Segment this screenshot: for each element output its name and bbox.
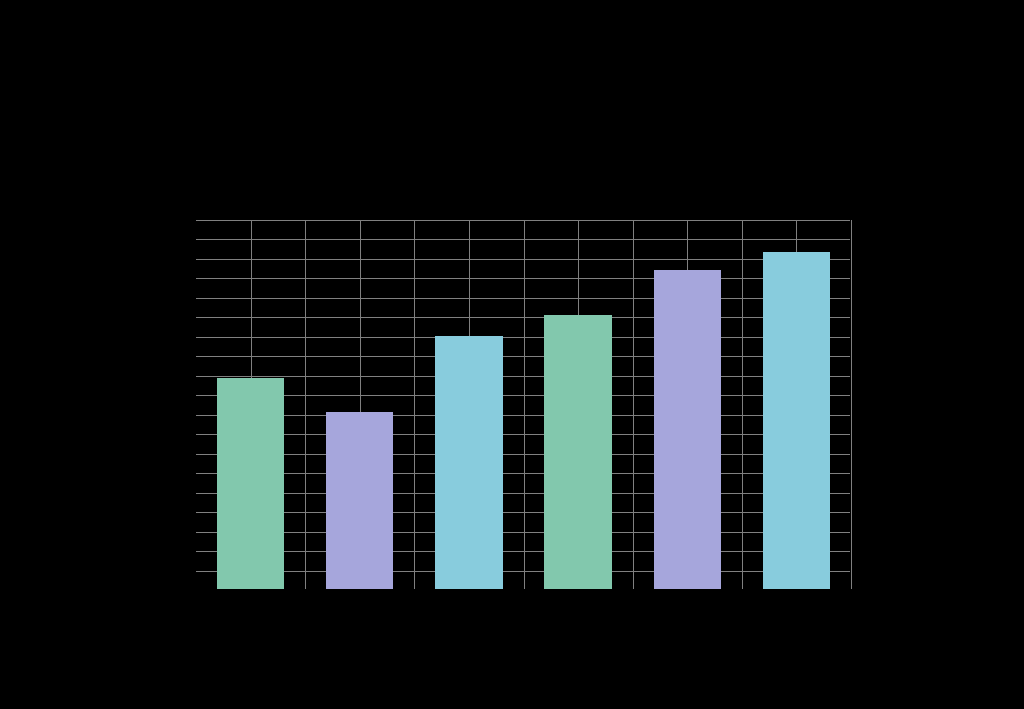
y-tick-label: 250 <box>168 387 196 401</box>
y-tick-label: 450 <box>168 231 196 245</box>
x-tick-label: Japan <box>453 589 486 613</box>
x-axis-label: Country <box>195 640 850 656</box>
bar <box>544 315 611 589</box>
bar <box>326 412 393 589</box>
bar <box>763 252 830 589</box>
bar <box>217 378 284 589</box>
y-tick-label: 0 <box>181 582 196 596</box>
x-tick-label: Netherlands <box>655 589 720 613</box>
y-tick-label: 400 <box>168 270 196 284</box>
grid-line-vertical <box>414 220 415 589</box>
x-tick-mark <box>851 589 852 595</box>
grid-line-vertical <box>851 220 852 589</box>
y-tick-label: 350 <box>168 309 196 323</box>
x-tick-mark <box>196 589 197 595</box>
y-tick-label: 200 <box>168 426 196 440</box>
y-axis-label: Total Medals Won <box>110 394 126 505</box>
x-tick-mark <box>633 589 634 595</box>
y-tick-label: 50 <box>175 543 196 557</box>
x-tick-label: Kenya <box>343 589 377 613</box>
grid-line-vertical <box>524 220 525 589</box>
x-tick-mark <box>524 589 525 595</box>
chart-stage: Historical Olympic Medal Counts - Select… <box>0 0 1024 709</box>
x-tick-label: Cuba <box>782 589 811 613</box>
x-tick-mark <box>414 589 415 595</box>
grid-line-vertical <box>305 220 306 589</box>
x-tick-mark <box>305 589 306 595</box>
x-tick-mark <box>742 589 743 595</box>
bar <box>654 270 721 589</box>
y-tick-label: 150 <box>168 465 196 479</box>
y-tick-label: 300 <box>168 348 196 362</box>
grid-line-vertical <box>633 220 634 589</box>
grid-line-vertical <box>742 220 743 589</box>
plot-area: 050100150200250300350400450BrazilKenyaJa… <box>195 220 850 590</box>
x-tick-label: Brazil <box>236 589 266 613</box>
chart-title: Historical Olympic Medal Counts - Select… <box>0 170 1024 193</box>
bar <box>435 336 502 589</box>
y-tick-label: 100 <box>168 504 196 518</box>
x-tick-label: South Korea <box>545 589 612 613</box>
